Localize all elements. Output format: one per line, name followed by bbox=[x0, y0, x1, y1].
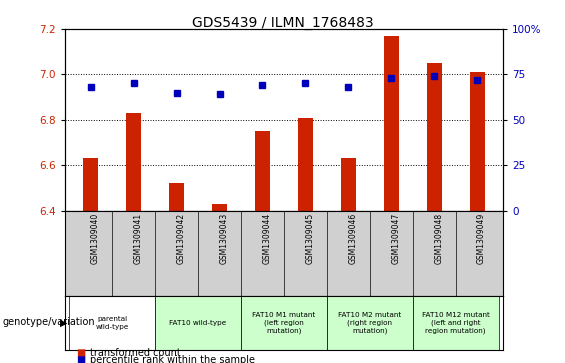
Text: GSM1309048: GSM1309048 bbox=[434, 213, 443, 264]
Text: transformed count: transformed count bbox=[90, 348, 181, 358]
Text: FAT10 M1 mutant
(left region
mutation): FAT10 M1 mutant (left region mutation) bbox=[253, 312, 315, 334]
Text: GSM1309044: GSM1309044 bbox=[263, 213, 271, 264]
Text: ■: ■ bbox=[76, 348, 85, 358]
Text: GSM1309043: GSM1309043 bbox=[220, 213, 228, 264]
Text: GSM1309046: GSM1309046 bbox=[348, 213, 357, 264]
Text: ■: ■ bbox=[76, 355, 85, 363]
Bar bbox=[169, 183, 184, 211]
Bar bbox=[212, 204, 227, 211]
Text: GSM1309049: GSM1309049 bbox=[477, 213, 486, 264]
Text: GSM1309040: GSM1309040 bbox=[91, 213, 100, 264]
Text: percentile rank within the sample: percentile rank within the sample bbox=[90, 355, 255, 363]
Bar bbox=[384, 36, 399, 211]
Bar bbox=[298, 118, 313, 211]
Bar bbox=[126, 113, 141, 211]
Text: FAT10 M2 mutant
(right region
mutation): FAT10 M2 mutant (right region mutation) bbox=[338, 312, 401, 334]
Bar bbox=[470, 72, 485, 211]
Bar bbox=[327, 296, 412, 350]
Text: GSM1309045: GSM1309045 bbox=[305, 213, 314, 264]
Bar bbox=[83, 158, 98, 211]
Text: GSM1309041: GSM1309041 bbox=[134, 213, 142, 264]
Text: ▶: ▶ bbox=[60, 317, 68, 327]
Bar bbox=[412, 296, 498, 350]
Bar bbox=[241, 296, 327, 350]
Text: genotype/variation: genotype/variation bbox=[3, 317, 95, 327]
Text: FAT10 M12 mutant
(left and right
region mutation): FAT10 M12 mutant (left and right region … bbox=[421, 312, 489, 334]
Text: parental
wild-type: parental wild-type bbox=[95, 316, 129, 330]
Text: FAT10 wild-type: FAT10 wild-type bbox=[170, 320, 227, 326]
Bar bbox=[69, 296, 155, 350]
Text: GSM1309042: GSM1309042 bbox=[177, 213, 185, 264]
Bar bbox=[255, 131, 270, 211]
Text: GDS5439 / ILMN_1768483: GDS5439 / ILMN_1768483 bbox=[192, 16, 373, 30]
Text: GSM1309047: GSM1309047 bbox=[391, 213, 400, 264]
Bar bbox=[427, 63, 442, 211]
Bar bbox=[341, 158, 356, 211]
Bar bbox=[155, 296, 241, 350]
